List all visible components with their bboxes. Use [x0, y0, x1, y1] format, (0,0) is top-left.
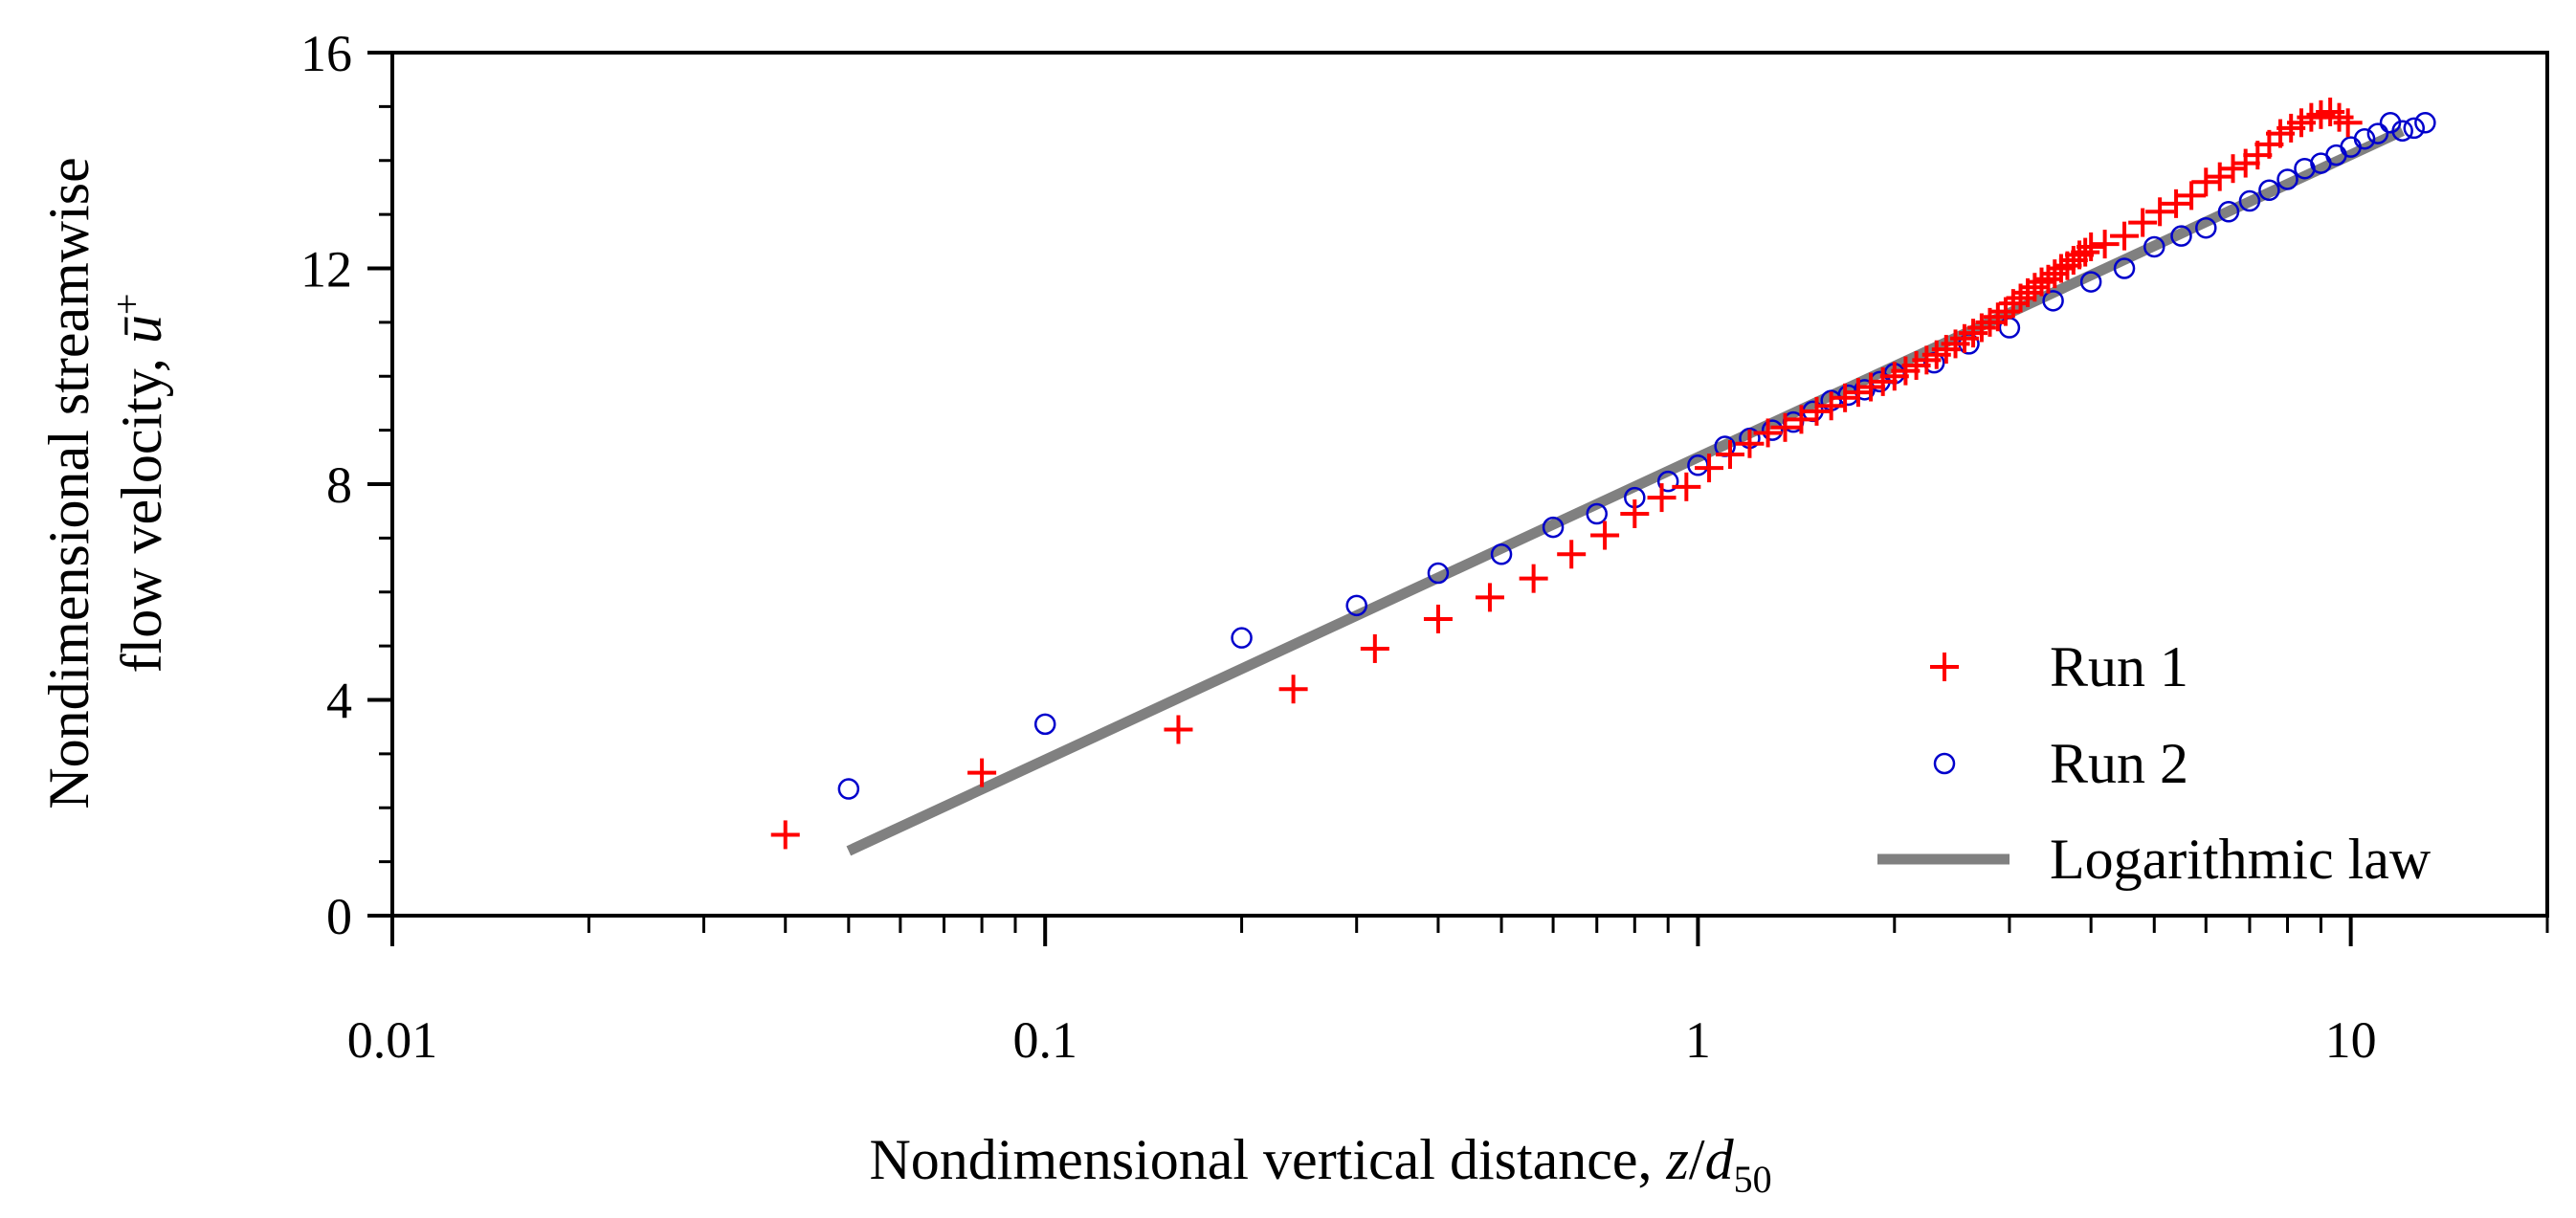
- run1-point: [1770, 412, 1800, 442]
- run2-point: [837, 778, 860, 800]
- run1-point: [1519, 564, 1548, 593]
- run1-point: [1831, 383, 1860, 412]
- run1-point: [2231, 148, 2260, 178]
- run2-point: [2195, 216, 2217, 239]
- run2-point: [2353, 127, 2376, 150]
- legend-run1-marker: [1930, 653, 1959, 681]
- run2-point: [2079, 271, 2102, 293]
- run1-point: [2205, 162, 2234, 191]
- log-law-line: [846, 125, 2405, 856]
- plot-frame: [390, 51, 2549, 918]
- run1-point: [1647, 483, 1677, 513]
- axis-ticks: [367, 51, 2549, 946]
- run2-point: [2391, 120, 2413, 142]
- run1-point: [1620, 499, 1650, 529]
- run1-point: [2333, 108, 2363, 138]
- run1-point: [2162, 188, 2191, 218]
- run2-point: [2403, 117, 2425, 140]
- run2-point: [1586, 502, 1608, 525]
- x-tick-label: 1: [1685, 1011, 1711, 1069]
- y-tick-label: 12: [300, 241, 352, 299]
- run2-point: [2276, 168, 2298, 190]
- run2-point: [2113, 257, 2136, 279]
- run1-point: [1998, 289, 2028, 319]
- run1-point: [2090, 230, 2120, 259]
- run2-point: [2042, 290, 2064, 312]
- run2-point: [2217, 201, 2240, 223]
- run1-point: [1475, 583, 1504, 612]
- run1-point: [1590, 520, 1620, 550]
- x-tick-label: 10: [2325, 1011, 2377, 1069]
- legend-item: Run 2: [1933, 732, 2188, 795]
- y-tick-label: 4: [326, 673, 352, 730]
- run1-point: [1360, 633, 1389, 663]
- run1-point: [1672, 472, 1701, 501]
- run1-point: [2071, 237, 2100, 267]
- x-tick-label: 0.1: [1012, 1011, 1077, 1069]
- run1-point: [1802, 396, 1832, 426]
- y-axis-title-line1: Nondimensional streamwise: [37, 157, 100, 809]
- run1-point: [1715, 439, 1744, 469]
- run1-point: [2145, 197, 2175, 227]
- run2-point: [2366, 122, 2389, 144]
- legend-run2-marker: [1933, 752, 1956, 775]
- run2-point: [1761, 419, 1784, 441]
- run1-point: [1856, 372, 1886, 402]
- run2-point: [1231, 627, 1253, 649]
- run1-point: [1787, 405, 1816, 434]
- run1-point: [2191, 167, 2221, 197]
- run2-point: [2258, 179, 2280, 202]
- run1-point: [1278, 675, 1308, 704]
- x-axis-title: Nondimensional vertical distance, z/d50: [869, 1128, 1771, 1201]
- run2-point: [1427, 562, 1450, 585]
- run2-point: [2414, 112, 2436, 134]
- run1-point: [1843, 378, 1873, 408]
- y-axis-title: Nondimensional streamwise flow velocity, …: [37, 157, 173, 809]
- run1-point: [2110, 221, 2140, 251]
- tick-labels: 0.01 0.1 1 10 0 4 8 12 16: [300, 25, 2377, 1069]
- legend-label: Logarithmic law: [2050, 828, 2432, 891]
- run1-point: [1695, 454, 1724, 483]
- legend-label: Run 2: [2050, 732, 2188, 795]
- run1-point: [967, 758, 997, 787]
- x-tick-label: 0.01: [347, 1011, 438, 1069]
- run1-point: [2218, 154, 2248, 184]
- run1-point: [1423, 604, 1453, 633]
- legend-item: Logarithmic law: [1877, 828, 2432, 891]
- run1-point: [1164, 715, 1193, 744]
- legend: Run 1 Run 2 Logarithmic law: [1877, 635, 2432, 891]
- plot-area: [770, 98, 2436, 856]
- run2-point: [1490, 543, 1513, 565]
- run1-point: [1557, 540, 1587, 569]
- run1-point: [2177, 181, 2207, 210]
- legend-label: Run 1: [2050, 635, 2188, 698]
- run1-point: [2076, 232, 2106, 261]
- run2-point: [1542, 516, 1565, 539]
- run2-point: [1345, 594, 1367, 617]
- y-axis-title-line2: flow velocity, ū+: [105, 294, 173, 674]
- y-tick-label: 16: [300, 25, 352, 82]
- y-tick-label: 8: [326, 456, 352, 514]
- y-tick-label: 0: [326, 888, 352, 945]
- legend-item: Run 1: [1930, 635, 2188, 698]
- run1-point: [770, 820, 800, 850]
- run1-point: [2128, 208, 2158, 237]
- run2-point: [2238, 189, 2261, 212]
- run2-point: [1033, 713, 1056, 736]
- run2-point: [1656, 470, 1679, 493]
- run1-point: [1753, 418, 1783, 448]
- run2-point: [2143, 235, 2165, 258]
- run2-point: [2170, 225, 2192, 247]
- run1-point: [1868, 366, 1898, 396]
- run1-point: [1735, 429, 1765, 458]
